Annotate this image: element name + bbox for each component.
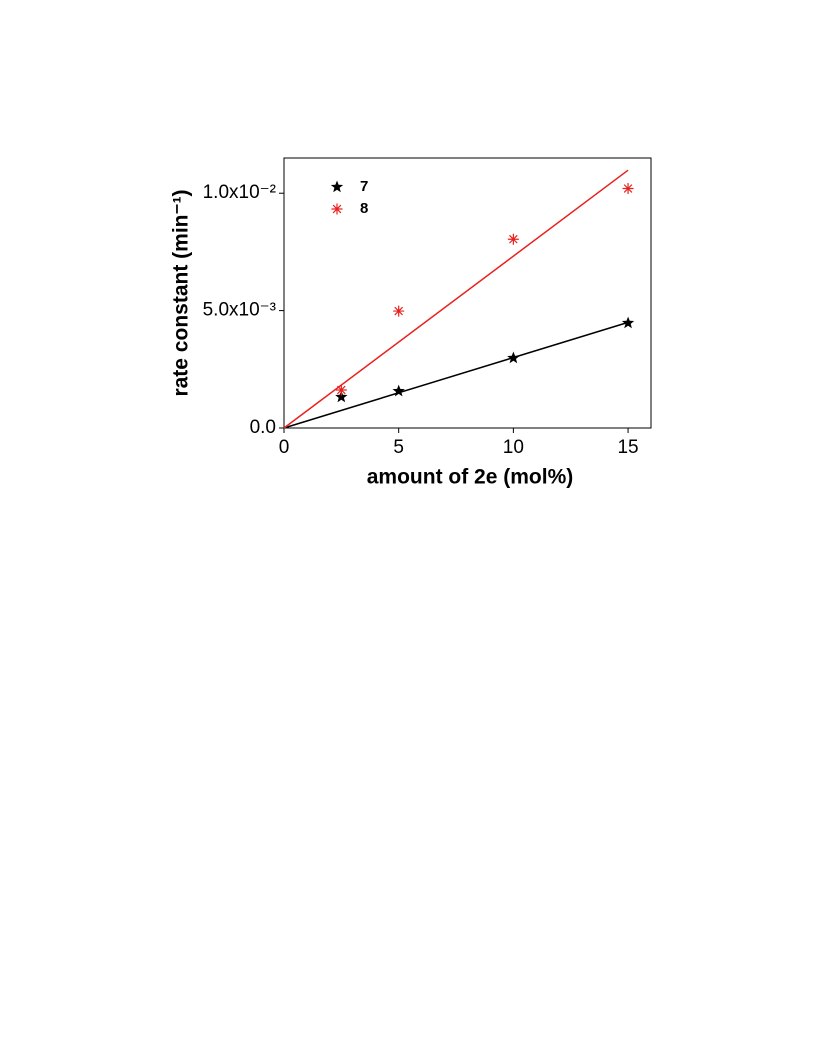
star-marker — [392, 384, 405, 397]
star-marker — [507, 351, 520, 364]
asterisk-marker — [622, 183, 634, 195]
asterisk-marker — [331, 203, 343, 215]
x-tick-label: 10 — [503, 437, 524, 458]
asterisk-marker — [393, 305, 405, 317]
x-tick-label: 5 — [393, 437, 404, 458]
x-tick-label: 15 — [617, 437, 638, 458]
asterisk-marker — [507, 233, 519, 245]
asterisk-marker — [335, 384, 347, 396]
y-tick-label: 0.0 — [250, 417, 276, 438]
y-tick-label: 5.0x10⁻³ — [203, 300, 276, 321]
y-axis-label: rate constant (min⁻¹) — [170, 189, 193, 396]
y-tick-label: 1.0x10⁻² — [203, 182, 276, 203]
star-marker — [335, 390, 348, 403]
x-tick-label: 0 — [279, 437, 290, 458]
legend-label: 8 — [360, 200, 368, 217]
legend-label: 7 — [360, 178, 368, 195]
fit-line — [283, 321, 629, 429]
star-marker — [621, 316, 635, 329]
star-marker — [330, 180, 344, 193]
plot-frame — [283, 157, 652, 429]
x-axis-label: amount of 2e (mol%) — [367, 466, 574, 489]
